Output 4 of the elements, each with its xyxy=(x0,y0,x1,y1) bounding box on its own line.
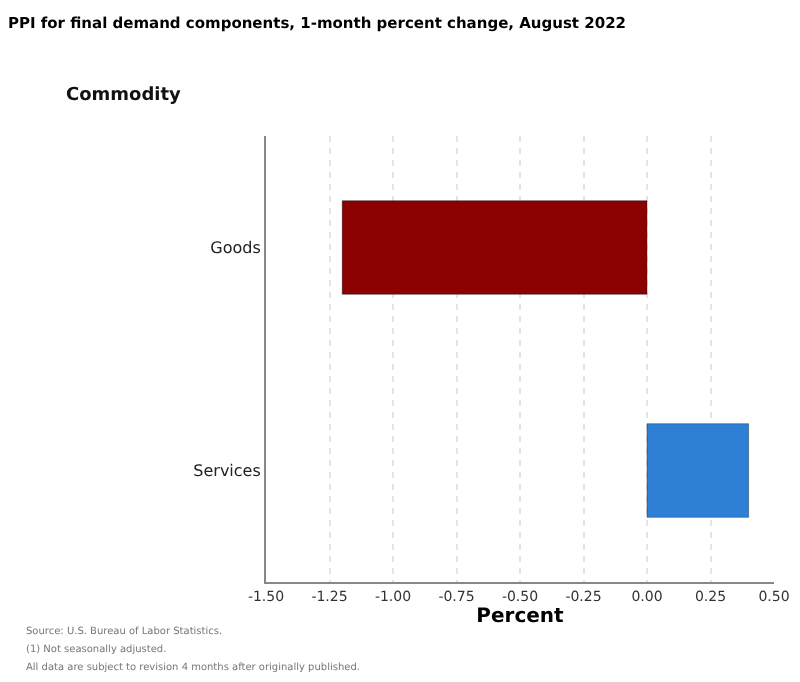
y-tick-label: Services xyxy=(193,462,261,481)
y-axis-title: Commodity xyxy=(66,86,182,106)
y-tick-label: Goods xyxy=(210,239,261,258)
x-axis-title: Percent xyxy=(476,605,565,628)
